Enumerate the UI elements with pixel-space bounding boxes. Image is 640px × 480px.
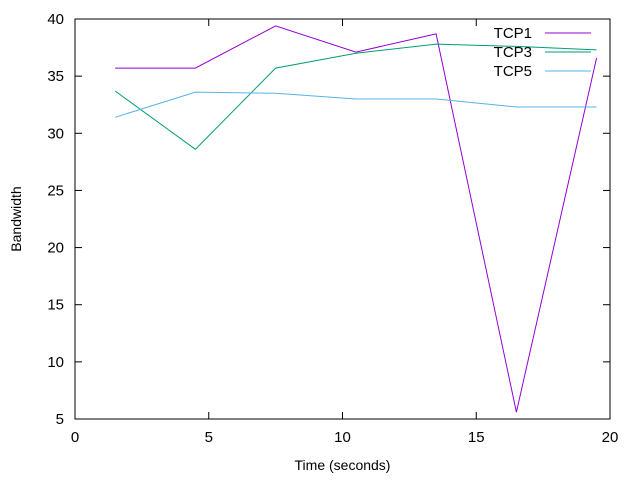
series-line-tcp1 (115, 25, 598, 413)
y-tick-label: 40 (47, 11, 64, 28)
series-line-tcp5 (114, 91, 597, 118)
legend-label-tcp5: TCP5 (494, 63, 532, 80)
x-axis-label: Time (seconds) (295, 457, 391, 473)
y-tick-label: 30 (47, 125, 64, 142)
y-tick-label: 15 (47, 297, 64, 314)
series-line-tcp3 (114, 43, 597, 150)
plot-frame (74, 18, 611, 420)
x-tick-label: 0 (71, 429, 79, 446)
legend: TCP1 TCP3 TCP5 (494, 25, 591, 80)
y-tick-label: 10 (47, 354, 64, 371)
x-tick-label: 20 (602, 429, 619, 446)
y-tick-label: 35 (47, 68, 64, 85)
legend-label-tcp3: TCP3 (494, 44, 532, 61)
x-tick-label: 5 (205, 429, 213, 446)
legend-label-tcp1: TCP1 (494, 25, 532, 42)
y-axis-label: Bandwidth (8, 186, 24, 251)
x-tick-label: 10 (334, 429, 351, 446)
series-layer (114, 25, 598, 413)
y-tick-label: 25 (47, 182, 64, 199)
y-tick-label: 20 (47, 240, 64, 257)
x-tick-label: 15 (468, 429, 485, 446)
y-tick-label: 5 (56, 411, 64, 428)
